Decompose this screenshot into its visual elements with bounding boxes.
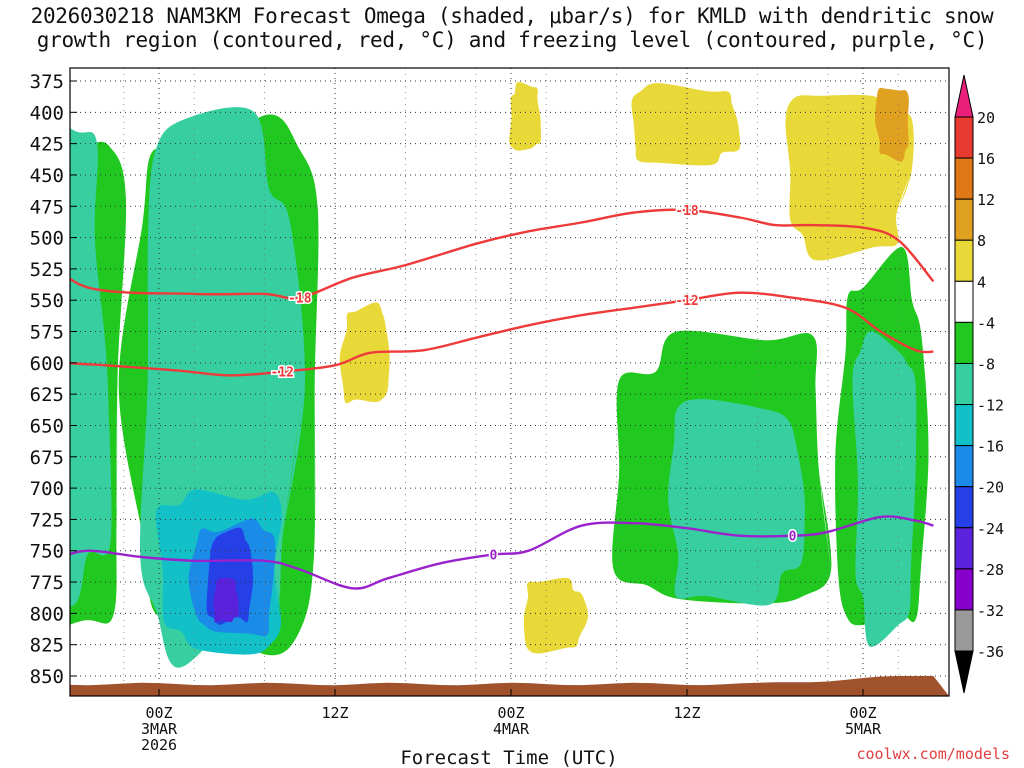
- colorbar-label-16: 16: [977, 150, 995, 168]
- omega-region--12: [852, 331, 917, 647]
- colorbar-band-4: [954, 280, 974, 323]
- colorbar-label--8: -8: [977, 355, 995, 373]
- y-tick-label-750: 750: [30, 541, 64, 563]
- colorbar-label-12: 12: [977, 191, 995, 209]
- colorbar-band--28: [954, 568, 974, 611]
- contour-label--18: -18: [675, 204, 699, 219]
- colorbar-band--24: [954, 527, 974, 570]
- contour-line--12: [70, 291, 934, 377]
- y-tick-label-400: 400: [30, 102, 64, 124]
- y-tick-label-825: 825: [30, 635, 64, 657]
- omega-region-4: [523, 577, 589, 654]
- contour-label-0: 0: [489, 548, 497, 563]
- colorbar-band--12: [954, 404, 974, 447]
- y-tick-label-650: 650: [30, 415, 64, 437]
- contour-line-0: [70, 515, 934, 590]
- x-tick-label: 3MAR: [141, 720, 178, 738]
- omega-region-4: [631, 83, 741, 166]
- x-tick-label: 4MAR: [493, 720, 530, 738]
- contour-label--18: -18: [288, 292, 312, 307]
- colorbar-label--4: -4: [977, 314, 995, 332]
- contour-label--12: -12: [270, 366, 293, 381]
- y-tick-label-625: 625: [30, 384, 64, 406]
- omega-region-8: [875, 87, 909, 162]
- y-axis: 375 400 425 450 475 500 525 550 575 600 625 650 675 7…: [30, 71, 77, 688]
- colorbar-top-arrow: [954, 74, 974, 118]
- colorbar-bottom-arrow: [954, 650, 974, 694]
- colorbar-band--4: [954, 321, 974, 364]
- contour-label--12: -12: [675, 294, 698, 309]
- colorbar-band--16: [954, 445, 974, 488]
- x-axis-label: Forecast Time (UTC): [400, 747, 617, 768]
- y-tick-label-800: 800: [30, 603, 64, 625]
- x-tick-label: 00Z: [497, 704, 524, 722]
- y-tick-label-675: 675: [30, 447, 64, 469]
- x-tick-label: 2026: [141, 736, 177, 754]
- chart-title: 2026030218 NAM3KM Forecast Omega (shaded…: [0, 4, 1024, 52]
- colorbar-band-8: [954, 239, 974, 282]
- omega-region--12: [668, 399, 805, 606]
- colorbar-label--32: -32: [977, 602, 1004, 620]
- y-tick-label-775: 775: [30, 572, 64, 594]
- colorbar-band--32: [954, 609, 974, 652]
- colorbar-label--16: -16: [977, 438, 1004, 456]
- colorbar-label--36: -36: [977, 643, 1004, 661]
- x-tick-label: 12Z: [321, 704, 348, 722]
- title-line-1: 2026030218 NAM3KM Forecast Omega (shaded…: [30, 4, 994, 28]
- contour-line--18: [70, 208, 935, 300]
- y-tick-label-725: 725: [30, 509, 64, 531]
- y-tick-label-500: 500: [30, 228, 64, 250]
- plot-frame: [69, 67, 950, 697]
- x-tick-label: 00Z: [145, 704, 172, 722]
- temperature-contours: -18 -18 -12 -12 0 0: [70, 203, 935, 590]
- y-tick-label-575: 575: [30, 322, 64, 344]
- omega-region--16: [0, 109, 5, 380]
- y-tick-label-525: 525: [30, 259, 64, 281]
- omega-region--12: [70, 127, 112, 607]
- colorbar-band--8: [954, 362, 974, 406]
- colorbar: 20 16 12 8 4 -4 -8 -12 -16 -20 -24 -28 -32 -36: [954, 74, 1004, 694]
- terrain-fill: [70, 676, 949, 696]
- y-tick-label-425: 425: [30, 134, 64, 156]
- colorbar-band-12: [954, 198, 974, 241]
- colorbar-label-8: 8: [977, 232, 986, 250]
- title-line-2: growth region (contoured, red, °C) and f…: [36, 28, 988, 52]
- x-tick-label: 5MAR: [845, 720, 882, 738]
- y-tick-label-375: 375: [30, 71, 64, 93]
- colorbar-label--28: -28: [977, 561, 1004, 579]
- colorbar-label-4: 4: [977, 273, 986, 291]
- colorbar-band-16: [954, 157, 974, 200]
- colorbar-label-20: 20: [977, 109, 995, 127]
- omega-region--28: [213, 577, 239, 623]
- credit-text: coolwx.com/models: [856, 745, 1010, 763]
- y-tick-label-850: 850: [30, 666, 64, 688]
- terrain: [70, 676, 949, 696]
- contour-label-0: 0: [789, 530, 797, 545]
- y-tick-label-600: 600: [30, 353, 64, 375]
- y-tick-label-475: 475: [30, 196, 64, 218]
- colorbar-label--20: -20: [977, 479, 1004, 497]
- y-tick-label-450: 450: [30, 165, 64, 187]
- omega-shading: [0, 82, 929, 668]
- colorbar-label--12: -12: [977, 397, 1004, 415]
- y-tick-label-550: 550: [30, 290, 64, 312]
- colorbar-band--20: [954, 486, 974, 529]
- colorbar-band-20: [954, 116, 974, 159]
- y-tick-label-700: 700: [30, 478, 64, 500]
- x-tick-label: 12Z: [673, 704, 700, 722]
- colorbar-label--24: -24: [977, 520, 1004, 538]
- omega-region-4: [509, 82, 541, 151]
- x-tick-label: 00Z: [849, 704, 876, 722]
